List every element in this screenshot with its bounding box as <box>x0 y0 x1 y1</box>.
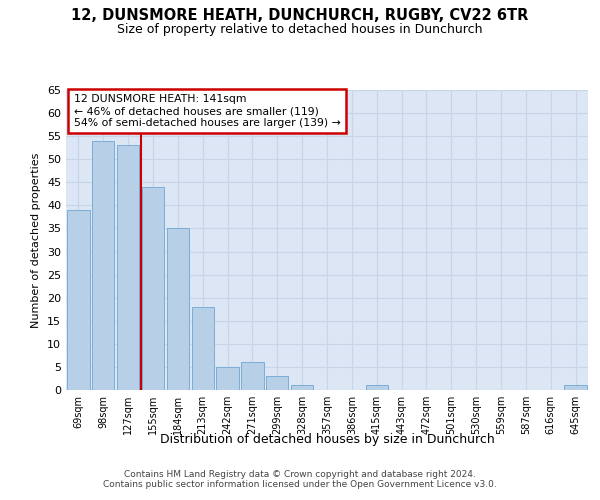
Text: Size of property relative to detached houses in Dunchurch: Size of property relative to detached ho… <box>117 22 483 36</box>
Bar <box>291 386 313 390</box>
Bar <box>67 210 89 390</box>
Bar <box>266 376 289 390</box>
Text: Contains HM Land Registry data © Crown copyright and database right 2024.: Contains HM Land Registry data © Crown c… <box>124 470 476 479</box>
Bar <box>241 362 263 390</box>
Bar <box>191 307 214 390</box>
Bar <box>92 141 115 390</box>
Y-axis label: Number of detached properties: Number of detached properties <box>31 152 41 328</box>
Text: 12, DUNSMORE HEATH, DUNCHURCH, RUGBY, CV22 6TR: 12, DUNSMORE HEATH, DUNCHURCH, RUGBY, CV… <box>71 8 529 22</box>
Bar <box>142 187 164 390</box>
Bar <box>217 367 239 390</box>
Bar <box>167 228 189 390</box>
Text: Contains public sector information licensed under the Open Government Licence v3: Contains public sector information licen… <box>103 480 497 489</box>
Text: 12 DUNSMORE HEATH: 141sqm
← 46% of detached houses are smaller (119)
54% of semi: 12 DUNSMORE HEATH: 141sqm ← 46% of detac… <box>74 94 341 128</box>
Text: Distribution of detached houses by size in Dunchurch: Distribution of detached houses by size … <box>160 432 494 446</box>
Bar <box>117 146 139 390</box>
Bar <box>565 386 587 390</box>
Bar <box>365 386 388 390</box>
